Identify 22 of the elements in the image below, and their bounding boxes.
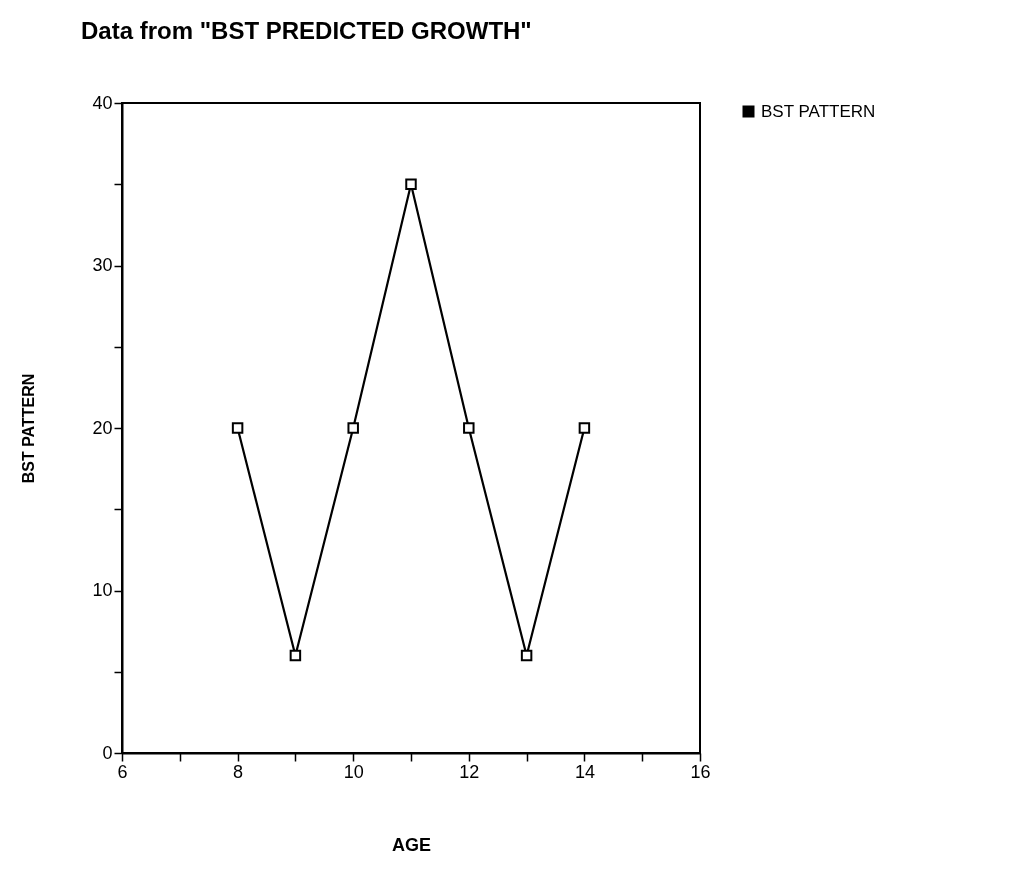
- x-tick-label: 10: [343, 761, 364, 782]
- x-axis-title: AGE: [391, 834, 432, 855]
- point: [578, 422, 591, 434]
- point: [347, 422, 359, 434]
- legend-label: BST PATTERN: [761, 101, 876, 121]
- y-tick-label: 40: [92, 92, 113, 113]
- y-tick-label: 10: [92, 580, 113, 600]
- point: [463, 422, 475, 434]
- point: [289, 649, 302, 662]
- y-tick-label: 30: [92, 255, 113, 275]
- y-tick-label: 20: [92, 417, 113, 438]
- point: [231, 422, 244, 434]
- point: [405, 178, 417, 190]
- x-tick-label: 8: [233, 761, 244, 782]
- chart-title: Data from "BST PREDICTED GROWTH": [80, 17, 532, 44]
- y-axis-title: BST PATTERN: [20, 373, 38, 484]
- x-tick-label: 16: [690, 761, 711, 782]
- x-tick-label: 6: [117, 761, 128, 782]
- point: [520, 649, 533, 662]
- x-tick-label: 12: [459, 761, 480, 782]
- y-tick-label: 0: [102, 742, 113, 763]
- x-tick-label: 14: [574, 761, 595, 782]
